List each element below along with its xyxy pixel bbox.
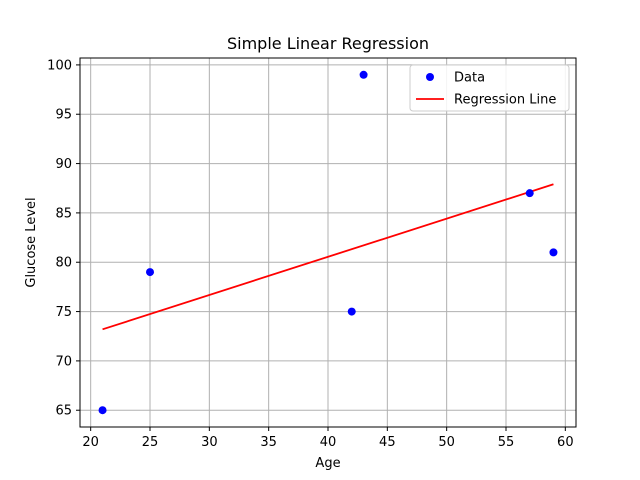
x-tick-label: 25 bbox=[142, 435, 159, 450]
data-point bbox=[347, 307, 356, 316]
legend-label: Data bbox=[454, 71, 485, 86]
data-point bbox=[146, 268, 155, 277]
grid bbox=[80, 58, 576, 427]
x-tick-label: 55 bbox=[498, 435, 515, 450]
legend: Data Regression Line bbox=[409, 64, 570, 112]
legend-box bbox=[409, 64, 570, 112]
x-tick-label: 60 bbox=[557, 435, 574, 450]
x-tick-label: 20 bbox=[82, 435, 99, 450]
plot-data bbox=[98, 70, 558, 415]
x-tick-label: 50 bbox=[438, 435, 455, 450]
y-tick-label: 90 bbox=[55, 157, 72, 172]
x-tick-label: 40 bbox=[320, 435, 337, 450]
chart-title: Simple Linear Regression bbox=[227, 34, 429, 53]
y-tick-label: 95 bbox=[55, 108, 72, 123]
legend-marker-data bbox=[426, 73, 434, 81]
regression-line bbox=[102, 183, 554, 331]
x-tick-label: 35 bbox=[260, 435, 277, 450]
y-tick-label: 70 bbox=[55, 354, 72, 369]
x-axis-label: Age bbox=[315, 456, 340, 471]
data-point bbox=[549, 248, 558, 257]
y-axis-label: Glucose Level bbox=[24, 197, 39, 287]
y-tick-label: 85 bbox=[55, 206, 72, 221]
y-tick-label: 75 bbox=[55, 305, 72, 320]
x-tick-label: 30 bbox=[201, 435, 218, 450]
y-tick-label: 65 bbox=[55, 404, 72, 419]
data-point bbox=[359, 70, 368, 79]
legend-label: Regression Line bbox=[454, 93, 556, 108]
x-tick-label: 45 bbox=[379, 435, 396, 450]
data-point bbox=[525, 189, 534, 198]
y-tick-label: 100 bbox=[47, 58, 72, 73]
data-point bbox=[98, 406, 107, 415]
axis-ticks: 20 25 30 35 40 45 50 55 60 65 70 75 80 85 90 95 100 bbox=[47, 58, 573, 450]
y-tick-label: 80 bbox=[55, 256, 72, 271]
